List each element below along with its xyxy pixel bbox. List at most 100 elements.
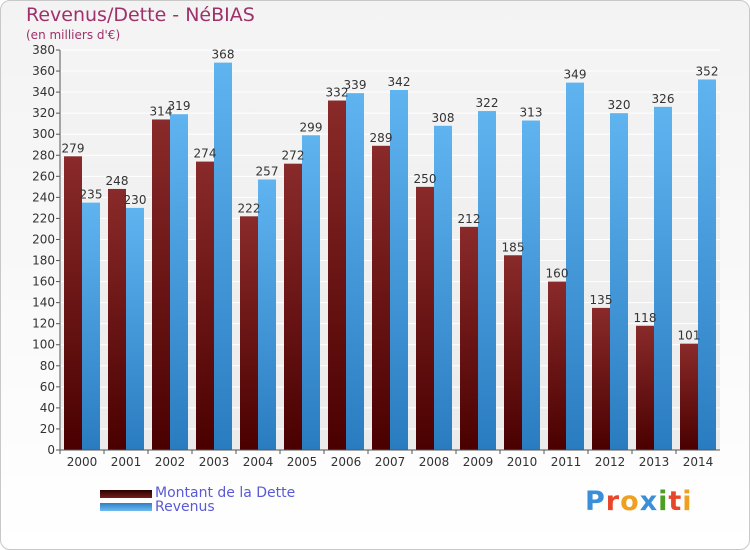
data-label-revenus: 257 [256, 164, 279, 178]
data-label-revenus: 322 [476, 96, 499, 110]
bar-revenus [126, 207, 144, 450]
bar-revenus [434, 125, 452, 450]
bar-revenus [170, 114, 188, 451]
y-tick-label: 280 [32, 148, 55, 162]
bar-dette [240, 216, 258, 450]
bar-dette [592, 307, 610, 450]
x-tick-label: 2005 [287, 455, 318, 469]
data-label-dette: 272 [282, 149, 305, 163]
bar-dette [284, 163, 302, 450]
bar-dette [108, 188, 126, 450]
x-tick-label: 2000 [67, 455, 98, 469]
y-tick-label: 160 [32, 275, 55, 289]
y-tick-label: 360 [32, 64, 55, 78]
data-label-revenus: 326 [652, 92, 675, 106]
data-label-revenus: 320 [608, 98, 631, 112]
chart-title: Revenus/Dette - NéBIAS [26, 4, 255, 26]
y-tick-label: 200 [32, 232, 55, 246]
bar-revenus [610, 113, 628, 450]
legend-swatch-revenus [100, 503, 152, 511]
bar-dette [680, 343, 698, 450]
data-label-revenus: 368 [212, 48, 235, 62]
legend-label-revenus: Revenus [155, 499, 215, 515]
data-label-revenus: 235 [80, 188, 103, 202]
bar-dette [636, 325, 654, 450]
data-label-revenus: 299 [300, 120, 323, 134]
bar-dette [64, 156, 82, 450]
data-label-dette: 248 [106, 174, 129, 188]
data-label-revenus: 339 [344, 78, 367, 92]
bar-revenus [390, 90, 408, 450]
data-label-revenus: 313 [520, 106, 543, 120]
data-label-dette: 212 [458, 212, 481, 226]
y-tick-label: 20 [40, 422, 55, 436]
y-tick-label: 180 [32, 254, 55, 268]
bar-dette [328, 100, 346, 451]
y-tick-label: 40 [40, 401, 55, 415]
data-label-dette: 135 [590, 293, 613, 307]
bar-dette [372, 145, 390, 450]
x-tick-label: 2003 [199, 455, 230, 469]
bar-dette [460, 226, 478, 450]
x-tick-label: 2002 [155, 455, 186, 469]
data-label-dette: 274 [194, 147, 217, 161]
data-label-dette: 279 [62, 141, 85, 155]
bar-revenus [654, 106, 672, 450]
data-label-dette: 250 [414, 172, 437, 186]
bar-revenus [566, 82, 584, 450]
bar-revenus [258, 179, 276, 450]
bar-revenus [522, 120, 540, 451]
data-label-revenus: 342 [388, 75, 411, 89]
y-tick-label: 140 [32, 296, 55, 310]
data-label-dette: 160 [546, 267, 569, 281]
data-label-dette: 118 [634, 311, 657, 325]
data-label-revenus: 230 [124, 193, 147, 207]
data-label-revenus: 352 [696, 64, 719, 78]
x-tick-label: 2001 [111, 455, 142, 469]
data-label-dette: 314 [150, 104, 173, 118]
y-tick-label: 60 [40, 380, 55, 394]
y-tick-label: 80 [40, 359, 55, 373]
bar-dette [504, 255, 522, 450]
data-label-dette: 289 [370, 131, 393, 145]
data-label-revenus: 319 [168, 99, 191, 113]
data-label-dette: 332 [326, 86, 349, 100]
y-tick-label: 300 [32, 127, 55, 141]
y-tick-label: 120 [32, 317, 55, 331]
x-tick-label: 2011 [551, 455, 582, 469]
x-tick-label: 2013 [639, 455, 670, 469]
x-tick-label: 2014 [683, 455, 714, 469]
data-label-revenus: 308 [432, 111, 455, 125]
bar-revenus [698, 79, 716, 450]
bar-revenus [302, 135, 320, 450]
proxiti-logo: Proxiti [585, 486, 693, 517]
data-label-revenus: 349 [564, 68, 587, 82]
bar-dette [416, 186, 434, 450]
data-label-dette: 185 [502, 240, 525, 254]
bar-dette [152, 119, 170, 450]
x-tick-label: 2012 [595, 455, 626, 469]
legend-swatch-dette [100, 490, 152, 498]
x-tick-label: 2004 [243, 455, 274, 469]
y-tick-label: 240 [32, 190, 55, 204]
y-tick-label: 100 [32, 338, 55, 352]
y-tick-label: 260 [32, 169, 55, 183]
legend-label-dette: Montant de la Dette [155, 485, 296, 501]
bar-dette [196, 161, 214, 450]
x-tick-label: 2008 [419, 455, 450, 469]
bar-revenus [82, 202, 100, 450]
x-tick-label: 2010 [507, 455, 538, 469]
bar-revenus [478, 111, 496, 450]
x-tick-label: 2009 [463, 455, 494, 469]
y-tick-label: 220 [32, 211, 55, 225]
data-label-dette: 101 [678, 329, 701, 343]
x-tick-label: 2007 [375, 455, 406, 469]
bar-revenus [346, 93, 364, 450]
y-tick-label: 320 [32, 106, 55, 120]
bar-revenus [214, 62, 232, 450]
y-tick-label: 340 [32, 85, 55, 99]
x-tick-label: 2006 [331, 455, 362, 469]
bar-dette [548, 281, 566, 450]
y-tick-label: 380 [32, 43, 55, 57]
